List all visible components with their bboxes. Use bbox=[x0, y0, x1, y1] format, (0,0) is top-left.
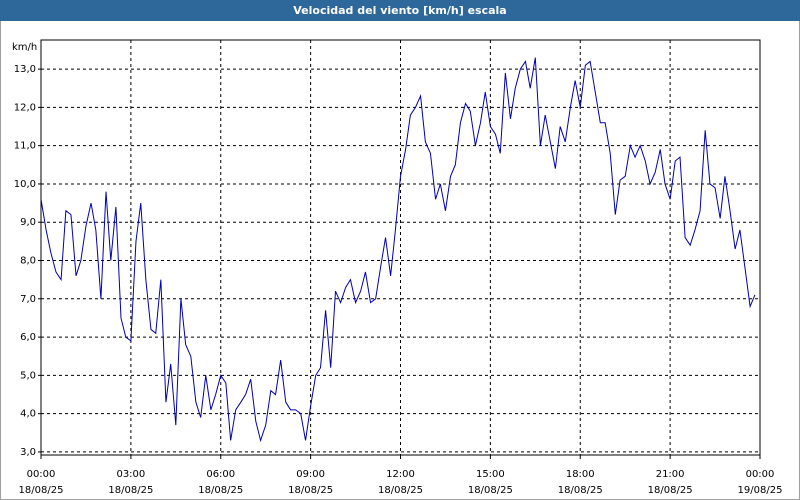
data-line bbox=[40, 57, 756, 443]
y-tick-label: 5,0 bbox=[20, 370, 36, 381]
x-tick-date: 18/08/25 bbox=[558, 485, 603, 496]
chart-title: Velocidad del viento [km/h] escala bbox=[293, 4, 506, 17]
x-tick-label: 09:00 bbox=[296, 469, 325, 480]
x-tick-date: 18/08/25 bbox=[288, 485, 333, 496]
y-tick-label: 13,0 bbox=[14, 64, 36, 75]
x-tick-date: 18/08/25 bbox=[198, 485, 243, 496]
x-tick-date: 19/08/25 bbox=[738, 485, 783, 496]
x-tick-label: 06:00 bbox=[206, 469, 235, 480]
y-tick-label: 3,0 bbox=[20, 447, 36, 458]
y-tick-label: 6,0 bbox=[20, 332, 36, 343]
x-tick-date: 18/08/25 bbox=[19, 485, 64, 496]
x-tick-date: 18/08/25 bbox=[468, 485, 513, 496]
x-tick-date: 18/08/25 bbox=[108, 485, 153, 496]
x-tick-label: 03:00 bbox=[116, 469, 145, 480]
x-tick-date: 18/08/25 bbox=[378, 485, 423, 496]
y-tick-label: 4,0 bbox=[20, 409, 36, 420]
y-tick-label: 7,0 bbox=[20, 294, 36, 305]
y-tick-label: 10,0 bbox=[14, 179, 36, 190]
y-tick-label: 8,0 bbox=[20, 256, 36, 267]
plot-area bbox=[40, 39, 761, 456]
x-tick-label: 21:00 bbox=[656, 469, 685, 480]
x-tick-label: 12:00 bbox=[386, 469, 415, 480]
x-tick-date: 18/08/25 bbox=[648, 485, 693, 496]
y-tick-label: 12,0 bbox=[14, 102, 36, 113]
y-tick-label: 9,0 bbox=[20, 217, 36, 228]
x-tick-label: 18:00 bbox=[566, 469, 595, 480]
title-bar bbox=[0, 0, 800, 21]
x-tick-label: 00:00 bbox=[746, 469, 775, 480]
y-tick-label: 11,0 bbox=[14, 141, 36, 152]
x-tick-label: 00:00 bbox=[27, 469, 56, 480]
y-unit: km/h bbox=[12, 42, 37, 53]
x-tick-label: 15:00 bbox=[476, 469, 505, 480]
